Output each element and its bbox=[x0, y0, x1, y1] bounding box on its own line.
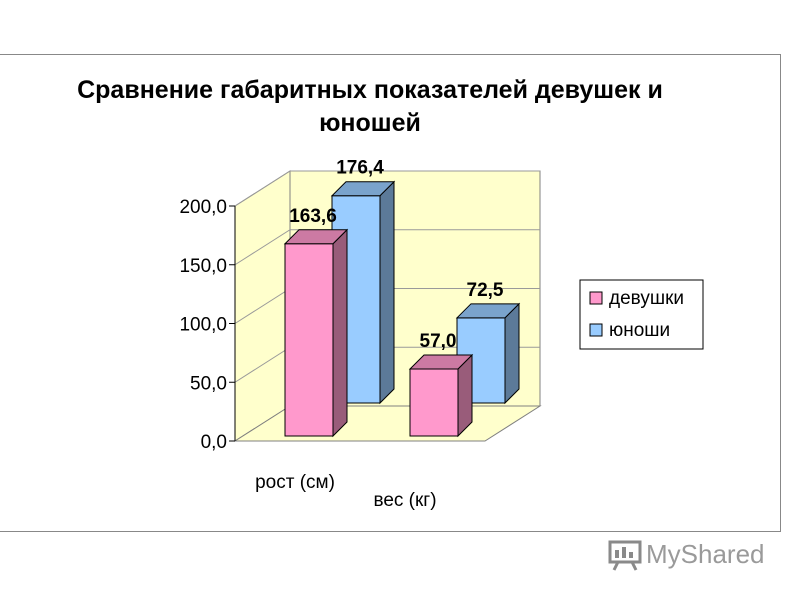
bar-front bbox=[409, 368, 459, 437]
legend-label: девушки bbox=[609, 288, 684, 309]
watermark-svg: MyShared bbox=[608, 539, 765, 571]
chart-title: Сравнение габаритных показателей девушек… bbox=[77, 76, 663, 104]
gridline bbox=[234, 229, 540, 266]
bar-side bbox=[379, 180, 395, 405]
chart-svg: Сравнение габаритных показателей девушек… bbox=[77, 76, 704, 511]
gridline bbox=[234, 170, 540, 207]
data-label: 57,0 bbox=[420, 331, 457, 352]
data-label: 176,4 bbox=[336, 158, 384, 179]
presentation-board-icon bbox=[608, 540, 642, 571]
chart-title: юношей bbox=[319, 109, 421, 137]
bar-top bbox=[455, 303, 521, 319]
bar-front bbox=[284, 243, 334, 437]
chart-frame: Сравнение габаритных показателей девушек… bbox=[0, 54, 781, 532]
legend-label: юноши bbox=[609, 320, 670, 341]
bar-top bbox=[330, 181, 396, 197]
legend-swatch bbox=[589, 291, 603, 305]
bar-top bbox=[283, 229, 349, 245]
x-category-label: вес (кг) bbox=[373, 490, 436, 511]
y-tick-label: 100,0 bbox=[179, 315, 227, 336]
y-tick-label: 50,0 bbox=[190, 373, 227, 394]
legend-swatch bbox=[589, 323, 603, 337]
bar-side bbox=[504, 302, 520, 405]
bar-top bbox=[408, 354, 474, 370]
x-category-label: рост (см) bbox=[255, 472, 335, 493]
watermark: MyShared bbox=[606, 536, 766, 576]
data-label: 72,5 bbox=[467, 280, 504, 301]
y-tick-label: 200,0 bbox=[179, 197, 227, 218]
y-tick-label: 0,0 bbox=[201, 432, 227, 453]
watermark-text: MyShared bbox=[646, 539, 765, 569]
y-tick-label: 150,0 bbox=[179, 256, 227, 277]
data-label: 163,6 bbox=[289, 206, 337, 227]
bar-side bbox=[332, 228, 348, 438]
